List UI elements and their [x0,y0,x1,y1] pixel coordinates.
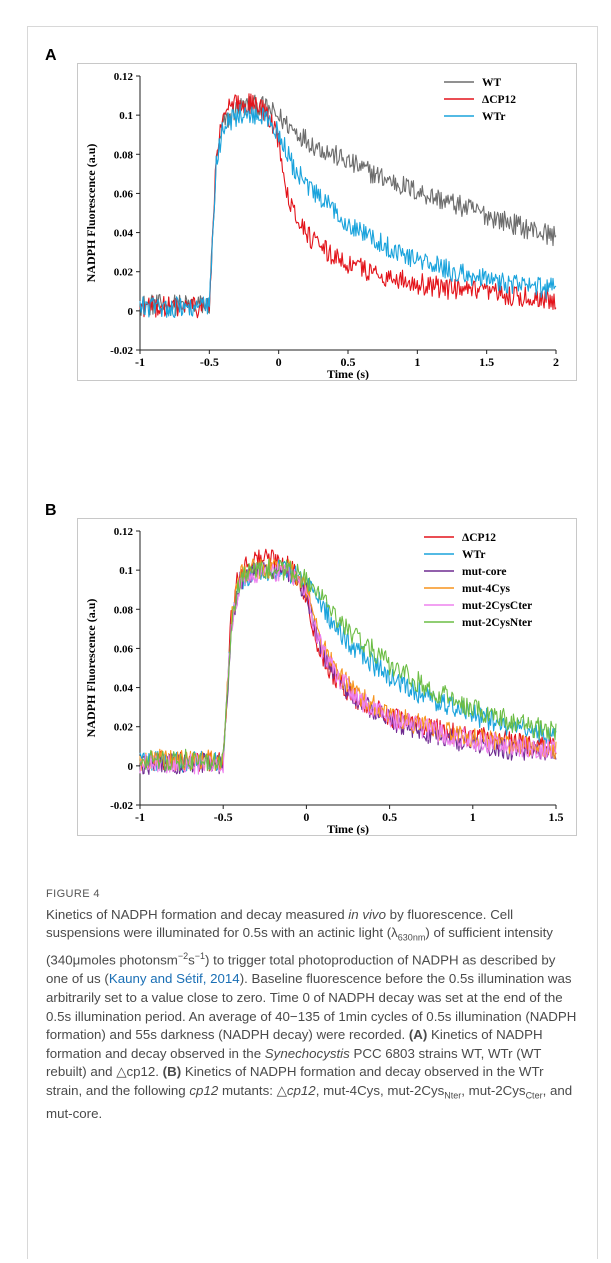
caption-part: Kinetics of NADPH formation and decay me… [46,906,349,922]
y-tick-label: 0.08 [114,604,134,616]
panel-a-letter: A [45,47,57,64]
caption-part: , mut-4Cys, mut-2Cys [315,1083,445,1099]
y-tick-label: 0.04 [114,228,134,240]
caption-part: −1 [194,951,206,962]
legend-label: mut-2CysCter [462,600,532,612]
legend-label: mut-core [462,566,507,578]
series-line [139,558,557,772]
legend-label: WT [482,77,502,89]
y-tick-label: 0.06 [114,188,134,200]
caption-part: PCC 6803 strains WT, WTr (WT rebuilt) an… [46,1045,542,1080]
caption-part: s [188,952,195,968]
x-tick-label: -0.5 [214,810,233,824]
caption-part: cp12 [286,1083,316,1099]
y-tick-label: -0.02 [110,800,133,812]
legend-label: ΔCP12 [462,532,496,544]
y-tick-label: 0.02 [114,267,134,279]
caption-part: , and mut-core. [46,1083,573,1122]
y-tick-label: 0.1 [119,110,133,122]
x-tick-label: -1 [135,355,145,369]
caption-part: in vivo [348,906,386,922]
y-axis-label: NADPH Fluorescence (a.u) [84,144,98,283]
x-tick-label: 0 [276,355,282,369]
caption-part: cp12 [189,1083,219,1099]
y-tick-label: 0.12 [114,526,134,538]
y-tick-label: 0 [128,761,134,773]
series-line [139,103,557,318]
x-tick-label: 2 [553,355,559,369]
y-tick-label: 0.06 [114,643,134,655]
series-line [139,93,557,319]
y-tick-label: 0 [128,306,134,318]
figure-caption: FIGURE 4 Kinetics of NADPH formation and… [46,885,581,1124]
y-tick-label: 0.08 [114,149,134,161]
caption-part: Synechocystis [264,1045,350,1061]
legend-label: mut-2CysNter [462,617,532,629]
y-tick-label: -0.02 [110,345,133,357]
legend-label: ΔCP12 [482,94,516,106]
x-axis-label: Time (s) [327,367,369,380]
caption-part: Kinetics of NADPH formation and decay ob… [46,1064,544,1099]
chart-b: -0.02 0 0.02 0.04 0.06 0.08 0.1 0.12 -1 -0.5 0 0.5 1… [84,526,564,836]
citation-link[interactable]: Kauny and Sétif, 2014 [108,971,240,987]
caption-part: (A) [408,1027,428,1043]
caption-part: Nter [444,1090,462,1101]
y-tick-label: 0.12 [114,71,134,83]
legend-label: mut-4Cys [462,583,510,595]
figure-frame [27,26,598,1259]
y-tick-label: 0.1 [119,565,133,577]
panel-b-letter: B [45,502,57,519]
caption-part: 630nm [397,932,426,943]
x-tick-label: 0 [303,810,309,824]
x-tick-label: 0.5 [382,810,397,824]
x-tick-label: 1.5 [479,355,494,369]
x-axis-label: Time (s) [327,822,369,835]
series-line [139,94,557,317]
x-tick-label: 1.5 [549,810,564,824]
caption-part: by fluorescence. Cell suspensions were i… [46,906,514,941]
x-tick-label: 0.5 [341,355,356,369]
caption-part: Cter [525,1090,543,1101]
caption-part: −2 [177,951,189,962]
caption-part: ) to trigger total photoproduction of NA… [46,952,556,987]
caption-part: , mut-2Cys [461,1083,526,1099]
chart-a: -0.02 0 0.02 0.04 0.06 0.08 0.1 0.12 -1 -0.5 0 0.5 1… [84,71,559,381]
x-tick-label: -1 [135,810,145,824]
legend-label: WTr [482,111,505,123]
caption-part: mutants: △ [218,1083,287,1099]
caption-part: ) of sufficient intensity (340μmoles pho… [46,925,553,968]
caption-part: ). Baseline fluorescence before the 0.5s… [46,971,577,1043]
caption-part: Kinetics of NADPH formation and decay ob… [46,1027,543,1061]
x-tick-label: 1 [414,355,420,369]
x-tick-label: 1 [470,810,476,824]
y-tick-label: 0.02 [114,722,134,734]
figure-label: FIGURE 4 [46,888,100,900]
series-line [139,562,557,775]
y-axis-label: NADPH Fluorescence (a.u) [84,599,98,738]
chart-a-box: -0.02 0 0.02 0.04 0.06 0.08 0.1 0.12 -1 -0.5 0 0.5 1… [77,63,577,381]
chart-b-box: -0.02 0 0.02 0.04 0.06 0.08 0.1 0.12 -1 -0.5 0 0.5 1… [77,518,577,836]
y-tick-label: 0.04 [114,683,134,695]
caption-text: Kinetics of NADPH formation and decay me… [46,906,581,1124]
legend-label: WTr [462,549,485,561]
caption-part: (B) [162,1064,182,1080]
x-tick-label: -0.5 [200,355,219,369]
